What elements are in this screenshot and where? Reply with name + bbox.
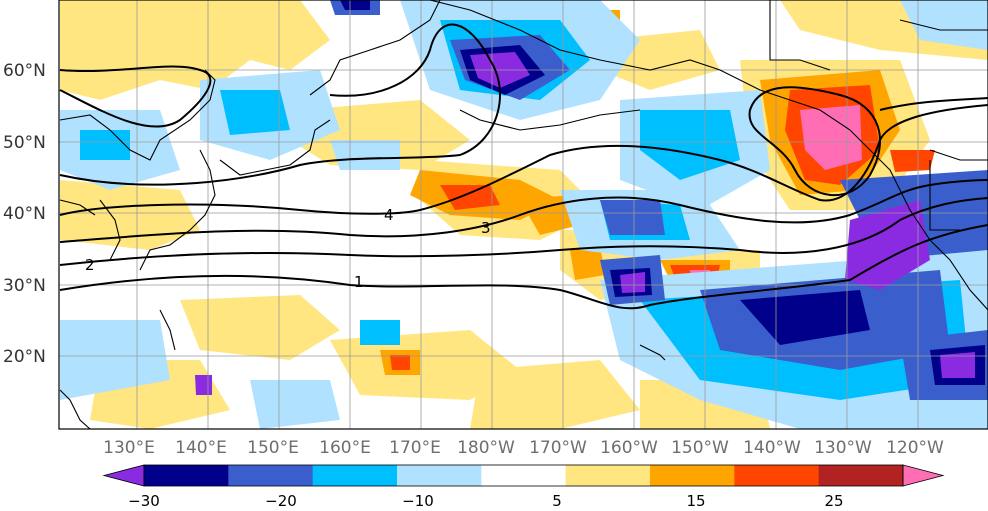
colorbar-border	[143, 464, 904, 487]
colorbar-segment	[312, 465, 398, 486]
latitude-labels: 60°N 50°N 40°N 30°N 20°N	[3, 61, 46, 367]
lat-label-50n: 50°N	[3, 133, 46, 153]
colorbar-segment	[144, 465, 229, 486]
colorbar-label-neg30: −30	[128, 492, 160, 510]
contour-label-4: 4	[384, 206, 394, 224]
colorbar-segment	[650, 465, 735, 486]
colorbar-segment	[734, 465, 820, 486]
colorbar-label-15: 15	[686, 492, 705, 510]
contour-lines	[59, 23, 988, 310]
colorbar-segment	[228, 465, 314, 486]
lon-label-130e: 130°E	[103, 438, 155, 458]
colorbar-segment	[481, 465, 567, 486]
lon-label-170w: 170°W	[529, 438, 587, 458]
contour-label-2: 2	[85, 256, 95, 274]
lon-label-160w: 160°W	[600, 438, 658, 458]
lon-label-170e: 170°E	[389, 438, 441, 458]
colorbar-segment	[818, 465, 904, 486]
lat-label-60n: 60°N	[3, 61, 46, 81]
colorbar-label-25: 25	[824, 492, 843, 510]
lon-label-140w: 140°W	[743, 438, 801, 458]
longitude-labels: 130°E 140°E 150°E 160°E 170°E 180°W 170°…	[103, 438, 944, 458]
map-gridlines	[59, 0, 988, 429]
anomaly-field	[60, 0, 988, 429]
lon-label-150w: 150°W	[671, 438, 729, 458]
lon-label-150e: 150°E	[247, 438, 299, 458]
lon-label-140e: 140°E	[175, 438, 227, 458]
lat-label-30n: 30°N	[3, 276, 46, 296]
coastlines	[59, 0, 988, 429]
contour-label-3: 3	[481, 219, 491, 237]
lon-label-180w: 180°W	[457, 438, 515, 458]
colorbar-label-neg20: −20	[265, 492, 297, 510]
colorbar-label-5: 5	[552, 492, 562, 510]
colorbar-segment	[397, 465, 482, 486]
colorbar-tick-labels: −30 −20 −10 5 15 25	[128, 492, 843, 510]
lat-label-20n: 20°N	[3, 347, 46, 367]
colorbar-label-neg10: −10	[402, 492, 434, 510]
contour-label-group: 4 3 2 1	[85, 206, 491, 291]
colorbar-segment	[565, 465, 651, 486]
colorbar	[102, 464, 945, 487]
lon-label-120w: 120°W	[886, 438, 944, 458]
colorbar-extension-high	[902, 464, 945, 487]
lat-label-40n: 40°N	[3, 204, 46, 224]
plot-border	[58, 0, 988, 430]
lon-label-130w: 130°W	[814, 438, 872, 458]
lon-label-160e: 160°E	[319, 438, 371, 458]
contour-label-1: 1	[354, 273, 364, 291]
colorbar-extension-low	[102, 464, 145, 487]
